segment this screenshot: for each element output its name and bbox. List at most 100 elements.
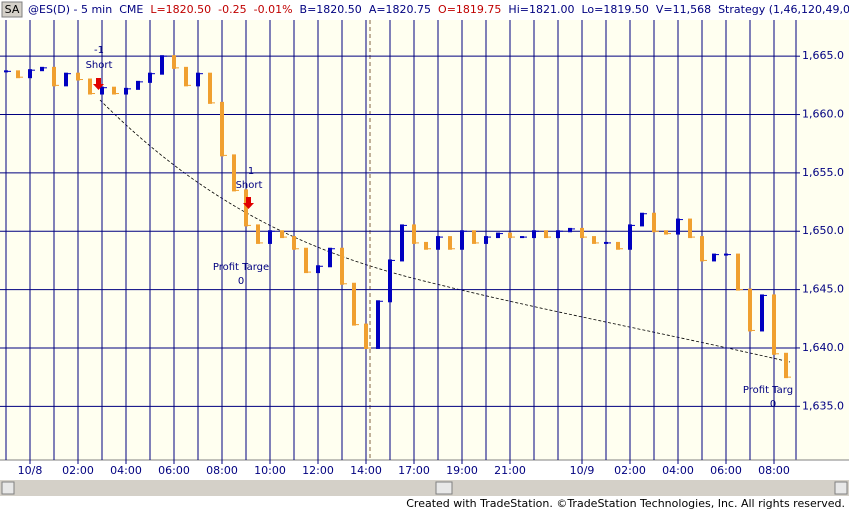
price-bar <box>364 323 368 349</box>
x-tick-label: 06:00 <box>710 464 742 477</box>
price-bar <box>64 72 68 87</box>
strategy-line <box>99 99 791 363</box>
price-bar <box>544 230 548 239</box>
price-bar <box>88 78 92 95</box>
header-field: L=1820.50 <box>150 3 211 16</box>
price-bar <box>496 232 500 239</box>
x-tick-label: 17:00 <box>398 464 430 477</box>
price-bar <box>256 224 260 244</box>
price-bar <box>592 236 596 244</box>
price-bar <box>424 241 428 250</box>
price-bar <box>580 227 584 239</box>
price-bar <box>448 236 452 250</box>
x-tick-label: 04:00 <box>662 464 694 477</box>
annotation: 0 <box>770 399 776 410</box>
price-bar <box>784 352 788 379</box>
header-field: CME <box>119 3 143 16</box>
price-bar <box>220 101 224 157</box>
y-axis-area <box>796 20 849 460</box>
price-bar <box>124 87 128 95</box>
price-bar <box>16 70 20 79</box>
annotation: -1 <box>94 45 104 56</box>
price-bar <box>652 212 656 233</box>
price-bar <box>568 227 572 233</box>
header-field: -0.25 <box>218 3 246 16</box>
header-field: -0.01% <box>254 3 293 16</box>
price-bar <box>304 247 308 274</box>
x-tick-label: 19:00 <box>446 464 478 477</box>
scroll-left[interactable] <box>1 481 15 495</box>
price-bar <box>316 265 320 274</box>
price-bar <box>376 300 380 349</box>
scroll-thumb[interactable] <box>435 481 453 495</box>
price-bar <box>556 230 560 239</box>
price-bar <box>484 236 488 244</box>
price-bar <box>772 294 776 355</box>
y-tick-label: 1,650.0 <box>802 224 844 237</box>
scrollbar[interactable] <box>0 480 849 496</box>
price-bar <box>292 236 296 250</box>
x-tick-label: 08:00 <box>758 464 790 477</box>
price-bar <box>328 247 332 268</box>
price-bar <box>664 230 668 235</box>
x-tick-label: 10/9 <box>570 464 595 477</box>
price-bar <box>760 294 764 332</box>
annotation: 0 <box>238 276 244 287</box>
x-tick-label: 04:00 <box>110 464 142 477</box>
plot-area <box>0 20 796 460</box>
header-field: O=1819.75 <box>438 3 501 16</box>
header-field: B=1820.50 <box>300 3 362 16</box>
price-bar <box>340 247 344 285</box>
price-bar <box>472 230 476 244</box>
price-bar <box>100 86 104 95</box>
price-bar <box>40 66 44 72</box>
price-bar <box>748 288 752 332</box>
short-arrow <box>243 197 254 209</box>
price-bar <box>76 72 80 81</box>
price-bar <box>208 72 212 104</box>
price-bar <box>268 230 272 244</box>
header-field: Strategy (1,46,120,49,0,50,65,17,( <box>718 3 849 16</box>
price-bar <box>700 236 704 262</box>
price-bar <box>160 55 164 75</box>
price-bar <box>676 218 680 235</box>
badge-box <box>1 1 23 18</box>
price-bar <box>244 189 248 227</box>
annotation: 1 <box>248 166 254 177</box>
price-bar <box>280 230 284 239</box>
y-tick-label: 1,660.0 <box>802 108 844 121</box>
price-bar <box>688 218 692 239</box>
price-bar <box>184 66 188 87</box>
annotation: Short <box>236 180 263 191</box>
header-field: Hi=1821.00 <box>508 3 574 16</box>
x-tick-label: 14:00 <box>350 464 382 477</box>
price-bar <box>640 212 644 227</box>
price-bar <box>52 66 56 87</box>
scroll-right[interactable] <box>834 481 848 495</box>
price-bar <box>196 72 200 87</box>
header-field: Lo=1819.50 <box>581 3 648 16</box>
annotation: Profit Targ <box>743 385 793 396</box>
x-tick-label: 21:00 <box>494 464 526 477</box>
price-bar <box>352 282 356 326</box>
price-bar <box>136 80 140 90</box>
price-bar <box>172 55 176 69</box>
footer: Created with TradeStation. ©TradeStation… <box>406 497 845 510</box>
y-tick-label: 1,635.0 <box>802 399 844 412</box>
x-tick-label: 10:00 <box>254 464 286 477</box>
price-bar <box>712 253 716 262</box>
x-tick-label: 02:00 <box>614 464 646 477</box>
x-tick-label: 02:00 <box>62 464 94 477</box>
price-bar <box>736 253 740 291</box>
price-bar <box>412 224 416 244</box>
price-bar <box>400 224 404 262</box>
x-tick-label: 12:00 <box>302 464 334 477</box>
y-tick-label: 1,665.0 <box>802 49 844 62</box>
header-field: @ES(D) - 5 min <box>28 3 112 16</box>
badge: SA <box>5 3 20 16</box>
x-tick-label: 06:00 <box>158 464 190 477</box>
annotation: Profit Targe <box>213 262 269 273</box>
y-tick-label: 1,655.0 <box>802 166 844 179</box>
header-field: A=1820.75 <box>369 3 431 16</box>
